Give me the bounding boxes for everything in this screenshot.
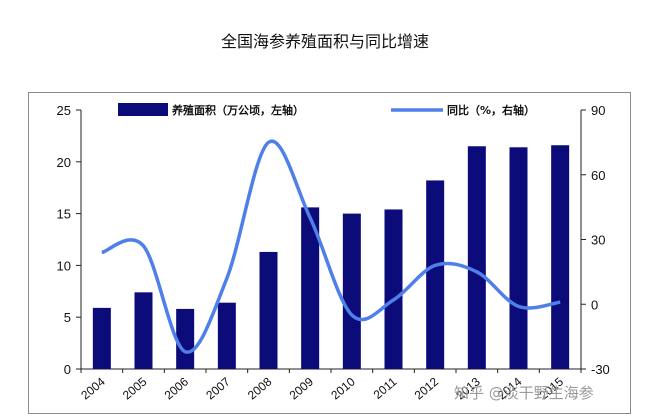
x-tick-label: 2006: [162, 374, 192, 402]
bar-2008: [259, 251, 278, 369]
legend-label-line: 同比（%，右轴）: [447, 103, 535, 117]
right-tick-label: 90: [591, 103, 605, 118]
x-tick-label: 2012: [412, 374, 442, 402]
combo-chart: 0 5 10 15 20 25 -30 0 30 60 90 2004 2005 2006 2007 2008…: [57, 103, 610, 402]
x-tick-label: 2005: [120, 374, 150, 402]
legend: 养殖面积（万公顷，左轴） 同比（%，右轴）: [118, 103, 535, 117]
page-title: 全国海参养殖面积与同比增速: [220, 32, 429, 51]
x-tick-label: 2004: [78, 374, 108, 402]
bar-2012: [426, 180, 445, 369]
bar-2011: [384, 209, 403, 369]
left-tick-label: 25: [57, 103, 71, 118]
x-tick-label: 2009: [287, 374, 317, 402]
line-series: [101, 139, 561, 354]
watermark: 知乎 @淡干野生海参: [454, 384, 594, 402]
bar-2004: [92, 307, 111, 369]
left-tick-label: 15: [57, 207, 71, 222]
bar-2009: [301, 207, 320, 369]
x-tick-label: 2010: [328, 374, 358, 402]
right-tick-label: -30: [591, 362, 610, 377]
left-tick-label: 10: [57, 258, 71, 273]
left-tick-label: 20: [57, 155, 71, 170]
chart-frame: 0 5 10 15 20 25 -30 0 30 60 90 2004 2005 2006 2007 2008…: [28, 92, 631, 414]
right-tick-label: 0: [591, 297, 598, 312]
legend-label-bar: 养殖面积（万公顷，左轴）: [171, 103, 304, 117]
legend-swatch-bar: [118, 103, 168, 116]
bar-series: [92, 145, 570, 369]
x-tick-label: 2008: [245, 374, 275, 402]
left-tick-label: 5: [64, 310, 71, 325]
bar-2005: [134, 292, 153, 369]
bar-2006: [176, 308, 195, 369]
bar-2010: [342, 213, 361, 369]
right-tick-label: 60: [591, 168, 605, 183]
left-tick-label: 0: [64, 362, 71, 377]
x-tick-label: 2011: [371, 374, 400, 402]
bar-2013: [467, 146, 486, 369]
bar-2014: [509, 147, 528, 369]
bar-2007: [217, 302, 236, 369]
right-tick-label: 30: [591, 233, 605, 248]
yoy-growth-line: [101, 139, 561, 354]
bar-2015: [551, 145, 570, 369]
x-tick-label: 2007: [203, 374, 233, 402]
